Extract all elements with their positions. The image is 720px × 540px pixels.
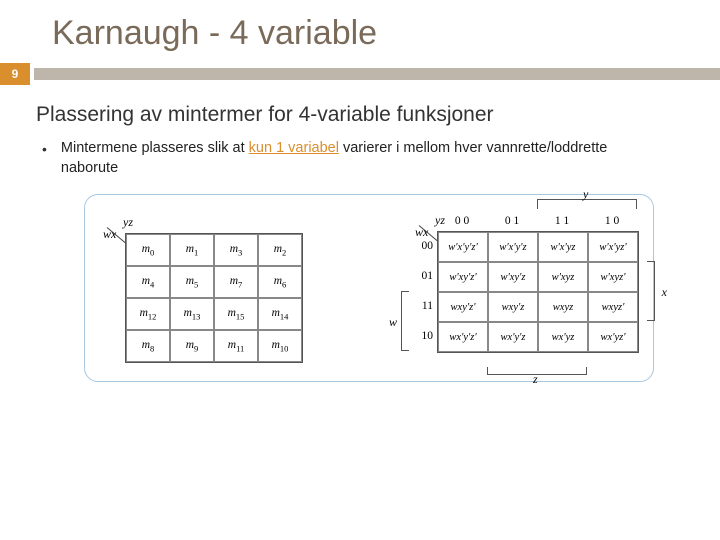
bracket-label-y: y (583, 187, 588, 202)
kmap-minterms: yz wx m0m1m3m2m4m5m7m6m12m13m15m14m8m9m1… (125, 233, 303, 363)
row-header: 00 (415, 231, 433, 261)
bracket-label-z: z (533, 372, 538, 387)
kmap-grid: m0m1m3m2 m4m5m7m6 m12m13m15m14 m8m9m11m10 (125, 233, 303, 363)
kmap-cell: m14 (258, 298, 302, 330)
col-header: 0 0 (437, 215, 487, 227)
kmap-cell: m0 (126, 234, 170, 266)
row-header: 01 (415, 261, 433, 291)
kmap-cell: w'x'yz' (588, 232, 638, 262)
kmap-cell: wxyz (538, 292, 588, 322)
kmap-cell: wxyz' (588, 292, 638, 322)
kmap-cell: w'xy'z' (438, 262, 488, 292)
bullet-text: Mintermene plasseres slik at kun 1 varia… (61, 139, 664, 178)
kmap-cell: m6 (258, 266, 302, 298)
col-header: 1 0 (587, 215, 637, 227)
kmap-cell: m9 (170, 330, 214, 362)
bracket-label-x: x (662, 285, 667, 300)
kmap-cell: wx'yz' (588, 322, 638, 352)
kmap-cell: w'xyz (538, 262, 588, 292)
bullet-highlight: kun 1 variabel (249, 140, 339, 156)
kmap-cell: m15 (214, 298, 258, 330)
accent-bar: 9 (0, 63, 720, 85)
kmap-grid: w'x'y'z'w'x'y'zw'x'yzw'x'yz' w'xy'z'w'xy'… (437, 231, 639, 353)
col-header: 0 1 (487, 215, 537, 227)
subtitle: Plassering av mintermer for 4-variable f… (36, 103, 684, 127)
kmap-cell: m2 (258, 234, 302, 266)
col-header: 1 1 (537, 215, 587, 227)
row-header: 10 (415, 321, 433, 351)
bracket-w (401, 291, 409, 351)
kmap-expressions: yz wx 0 00 11 11 0 00011110 w'x'y'z'w'x'… (437, 231, 639, 353)
slide-title: Karnaugh - 4 variable (0, 0, 720, 63)
kmap-cell: w'x'yz (538, 232, 588, 262)
kmap-cell: m3 (214, 234, 258, 266)
row-headers: 00011110 (415, 231, 433, 351)
diagram-container: yz wx m0m1m3m2m4m5m7m6m12m13m15m14m8m9m1… (84, 194, 654, 382)
kmap-cell: m11 (214, 330, 258, 362)
kmap-cell: w'x'y'z' (438, 232, 488, 262)
bracket-x (647, 261, 655, 321)
kmap-cell: m12 (126, 298, 170, 330)
kmap-cell: w'xy'z (488, 262, 538, 292)
kmap-cell: w'x'y'z (488, 232, 538, 262)
kmap-cell: wx'y'z (488, 322, 538, 352)
accent-bar-fill (34, 68, 720, 80)
kmap-cell: m4 (126, 266, 170, 298)
row-header: 11 (415, 291, 433, 321)
bracket-label-w: w (389, 315, 397, 330)
bullet-dot-icon: • (42, 140, 47, 178)
kmap-cell: wx'y'z' (438, 322, 488, 352)
axis-label-wx: wx (103, 227, 116, 242)
kmap-cell: wx'yz (538, 322, 588, 352)
kmap-cell: m10 (258, 330, 302, 362)
axis-label-yz: yz (123, 215, 133, 230)
kmap-cell: m13 (170, 298, 214, 330)
col-headers: 0 00 11 11 0 (437, 215, 637, 227)
kmap-cell: m1 (170, 234, 214, 266)
page-number-badge: 9 (0, 63, 30, 85)
kmap-cell: m8 (126, 330, 170, 362)
kmap-cell: wxy'z' (438, 292, 488, 322)
kmap-cell: w'xyz' (588, 262, 638, 292)
kmap-cell: m5 (170, 266, 214, 298)
bullet-pre: Mintermene plasseres slik at (61, 140, 249, 156)
bullet-item: • Mintermene plasseres slik at kun 1 var… (42, 139, 684, 178)
content-area: Plassering av mintermer for 4-variable f… (0, 103, 720, 382)
kmap-cell: m7 (214, 266, 258, 298)
kmap-cell: wxy'z (488, 292, 538, 322)
